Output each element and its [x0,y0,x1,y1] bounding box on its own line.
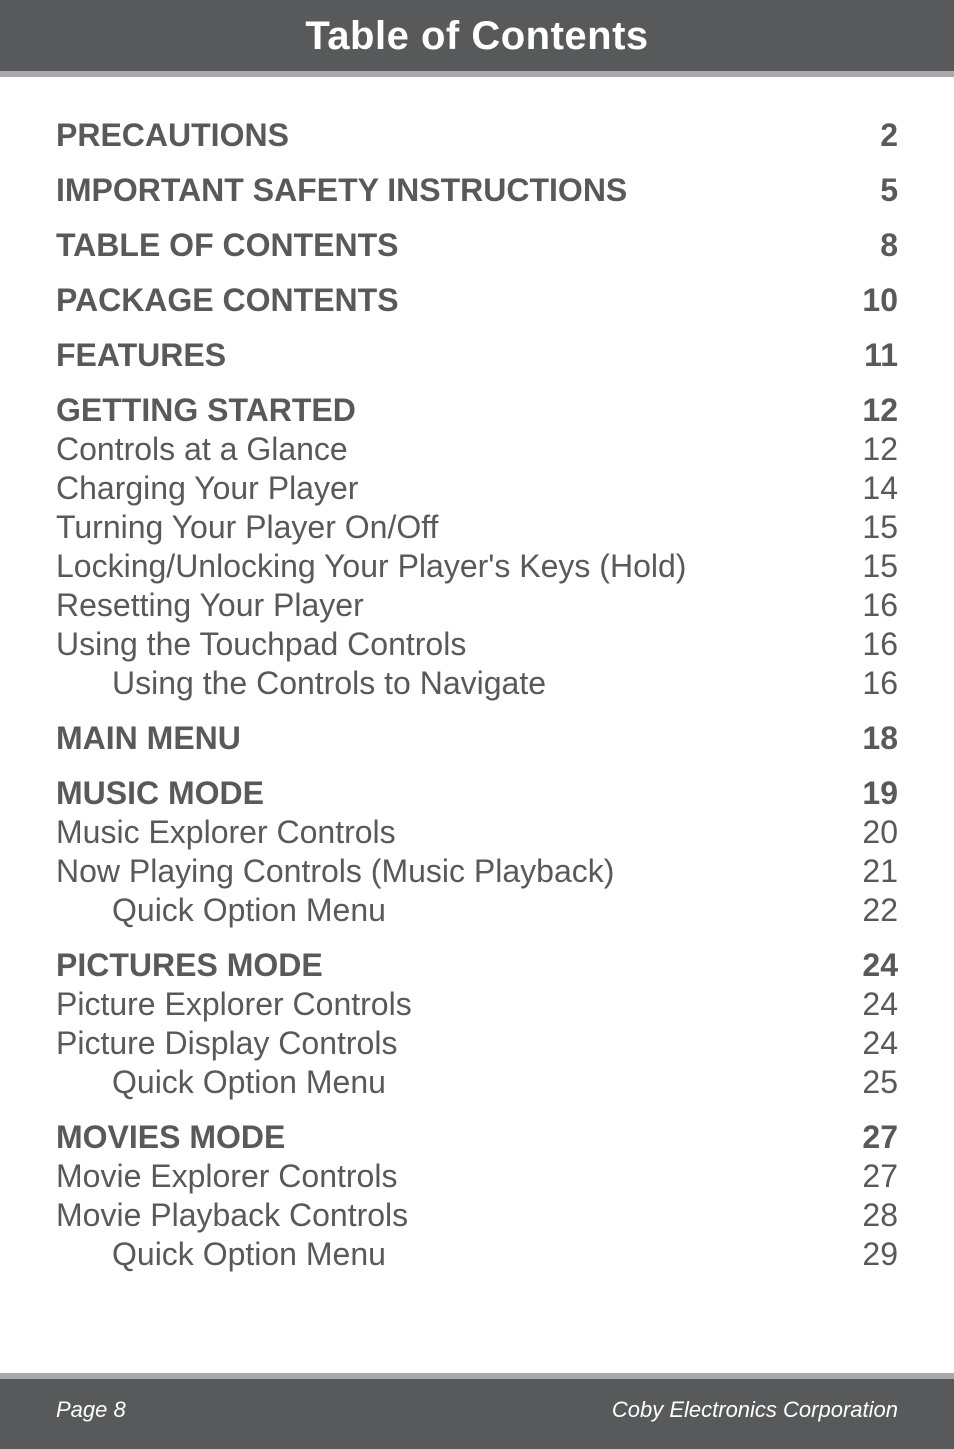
toc-page-number: 11 [864,337,898,374]
toc-row: PRECAUTIONS 2 [56,117,898,154]
toc-row: PICTURES MODE 24 [56,947,898,984]
toc-row: Movie Playback Controls 28 [56,1197,898,1234]
toc-page-number: 25 [862,1064,898,1101]
toc-label: Now Playing Controls (Music Playback) [56,853,614,890]
toc-row: IMPORTANT SAFETY INSTRUCTIONS 5 [56,172,898,209]
toc-page-number: 21 [862,853,898,890]
toc-page-number: 24 [862,947,898,984]
toc-label: Turning Your Player On/Off [56,509,438,546]
toc-label: FEATURES [56,337,226,374]
toc-row: Quick Option Menu 22 [56,892,898,929]
toc-row: Quick Option Menu 29 [56,1236,898,1273]
toc-row: Controls at a Glance 12 [56,431,898,468]
toc-label: Picture Explorer Controls [56,986,412,1023]
toc-label: IMPORTANT SAFETY INSTRUCTIONS [56,172,627,209]
toc-row: Using the Controls to Navigate 16 [56,665,898,702]
toc-content: PRECAUTIONS 2 IMPORTANT SAFETY INSTRUCTION… [0,77,954,1373]
toc-page-number: 14 [862,470,898,507]
toc-page-number: 24 [862,986,898,1023]
toc-label: MAIN MENU [56,720,241,757]
toc-label: MUSIC MODE [56,775,264,812]
toc-page-number: 22 [862,892,898,929]
toc-page-number: 27 [862,1158,898,1195]
toc-row: Turning Your Player On/Off 15 [56,509,898,546]
toc-row: Now Playing Controls (Music Playback) 21 [56,853,898,890]
toc-page-number: 20 [862,814,898,851]
toc-page-number: 12 [862,392,898,429]
page-title: Table of Contents [305,14,648,58]
toc-page-number: 8 [880,227,898,264]
toc-label: Charging Your Player [56,470,358,507]
toc-page-number: 24 [862,1025,898,1062]
toc-page-number: 2 [880,117,898,154]
toc-row: Music Explorer Controls 20 [56,814,898,851]
toc-label: Quick Option Menu [112,892,386,929]
toc-label: PRECAUTIONS [56,117,289,154]
toc-label: Movie Explorer Controls [56,1158,397,1195]
toc-row: Quick Option Menu 25 [56,1064,898,1101]
toc-row: TABLE OF CONTENTS 8 [56,227,898,264]
toc-page-number: 5 [880,172,898,209]
toc-row: Resetting Your Player 16 [56,587,898,624]
toc-row: Picture Display Controls 24 [56,1025,898,1062]
toc-label: Picture Display Controls [56,1025,397,1062]
toc-label: Movie Playback Controls [56,1197,408,1234]
toc-label: TABLE OF CONTENTS [56,227,399,264]
footer-company: Coby Electronics Corporation [612,1397,898,1423]
toc-row: MAIN MENU 18 [56,720,898,757]
toc-row: MUSIC MODE 19 [56,775,898,812]
toc-row: Charging Your Player 14 [56,470,898,507]
toc-page-number: 16 [862,587,898,624]
toc-page-number: 28 [862,1197,898,1234]
toc-row: FEATURES 11 [56,337,898,374]
toc-row: PACKAGE CONTENTS 10 [56,282,898,319]
toc-page-number: 15 [862,509,898,546]
footer: Page 8 Coby Electronics Corporation [0,1379,954,1449]
toc-label: Locking/Unlocking Your Player's Keys (Ho… [56,548,686,585]
toc-page-number: 10 [862,282,898,319]
toc-label: GETTING STARTED [56,392,356,429]
toc-label: PACKAGE CONTENTS [56,282,399,319]
toc-label: Using the Controls to Navigate [112,665,546,702]
toc-page-number: 16 [862,665,898,702]
toc-page-number: 27 [862,1119,898,1156]
toc-label: Resetting Your Player [56,587,364,624]
toc-label: MOVIES MODE [56,1119,285,1156]
toc-row: Picture Explorer Controls 24 [56,986,898,1023]
toc-label: Using the Touchpad Controls [56,626,466,663]
toc-page-number: 12 [862,431,898,468]
toc-row: Movie Explorer Controls 27 [56,1158,898,1195]
toc-label: PICTURES MODE [56,947,323,984]
page-title-bar: Table of Contents [0,0,954,71]
toc-page-number: 18 [862,720,898,757]
toc-row: Using the Touchpad Controls 16 [56,626,898,663]
toc-label: Controls at a Glance [56,431,348,468]
footer-page-number: Page 8 [56,1397,126,1423]
toc-row: MOVIES MODE 27 [56,1119,898,1156]
toc-page-number: 16 [862,626,898,663]
toc-page-number: 19 [862,775,898,812]
toc-row: GETTING STARTED 12 [56,392,898,429]
toc-label: Quick Option Menu [112,1236,386,1273]
toc-label: Quick Option Menu [112,1064,386,1101]
toc-row: Locking/Unlocking Your Player's Keys (Ho… [56,548,898,585]
toc-label: Music Explorer Controls [56,814,396,851]
toc-page-number: 15 [862,548,898,585]
toc-page-number: 29 [862,1236,898,1273]
